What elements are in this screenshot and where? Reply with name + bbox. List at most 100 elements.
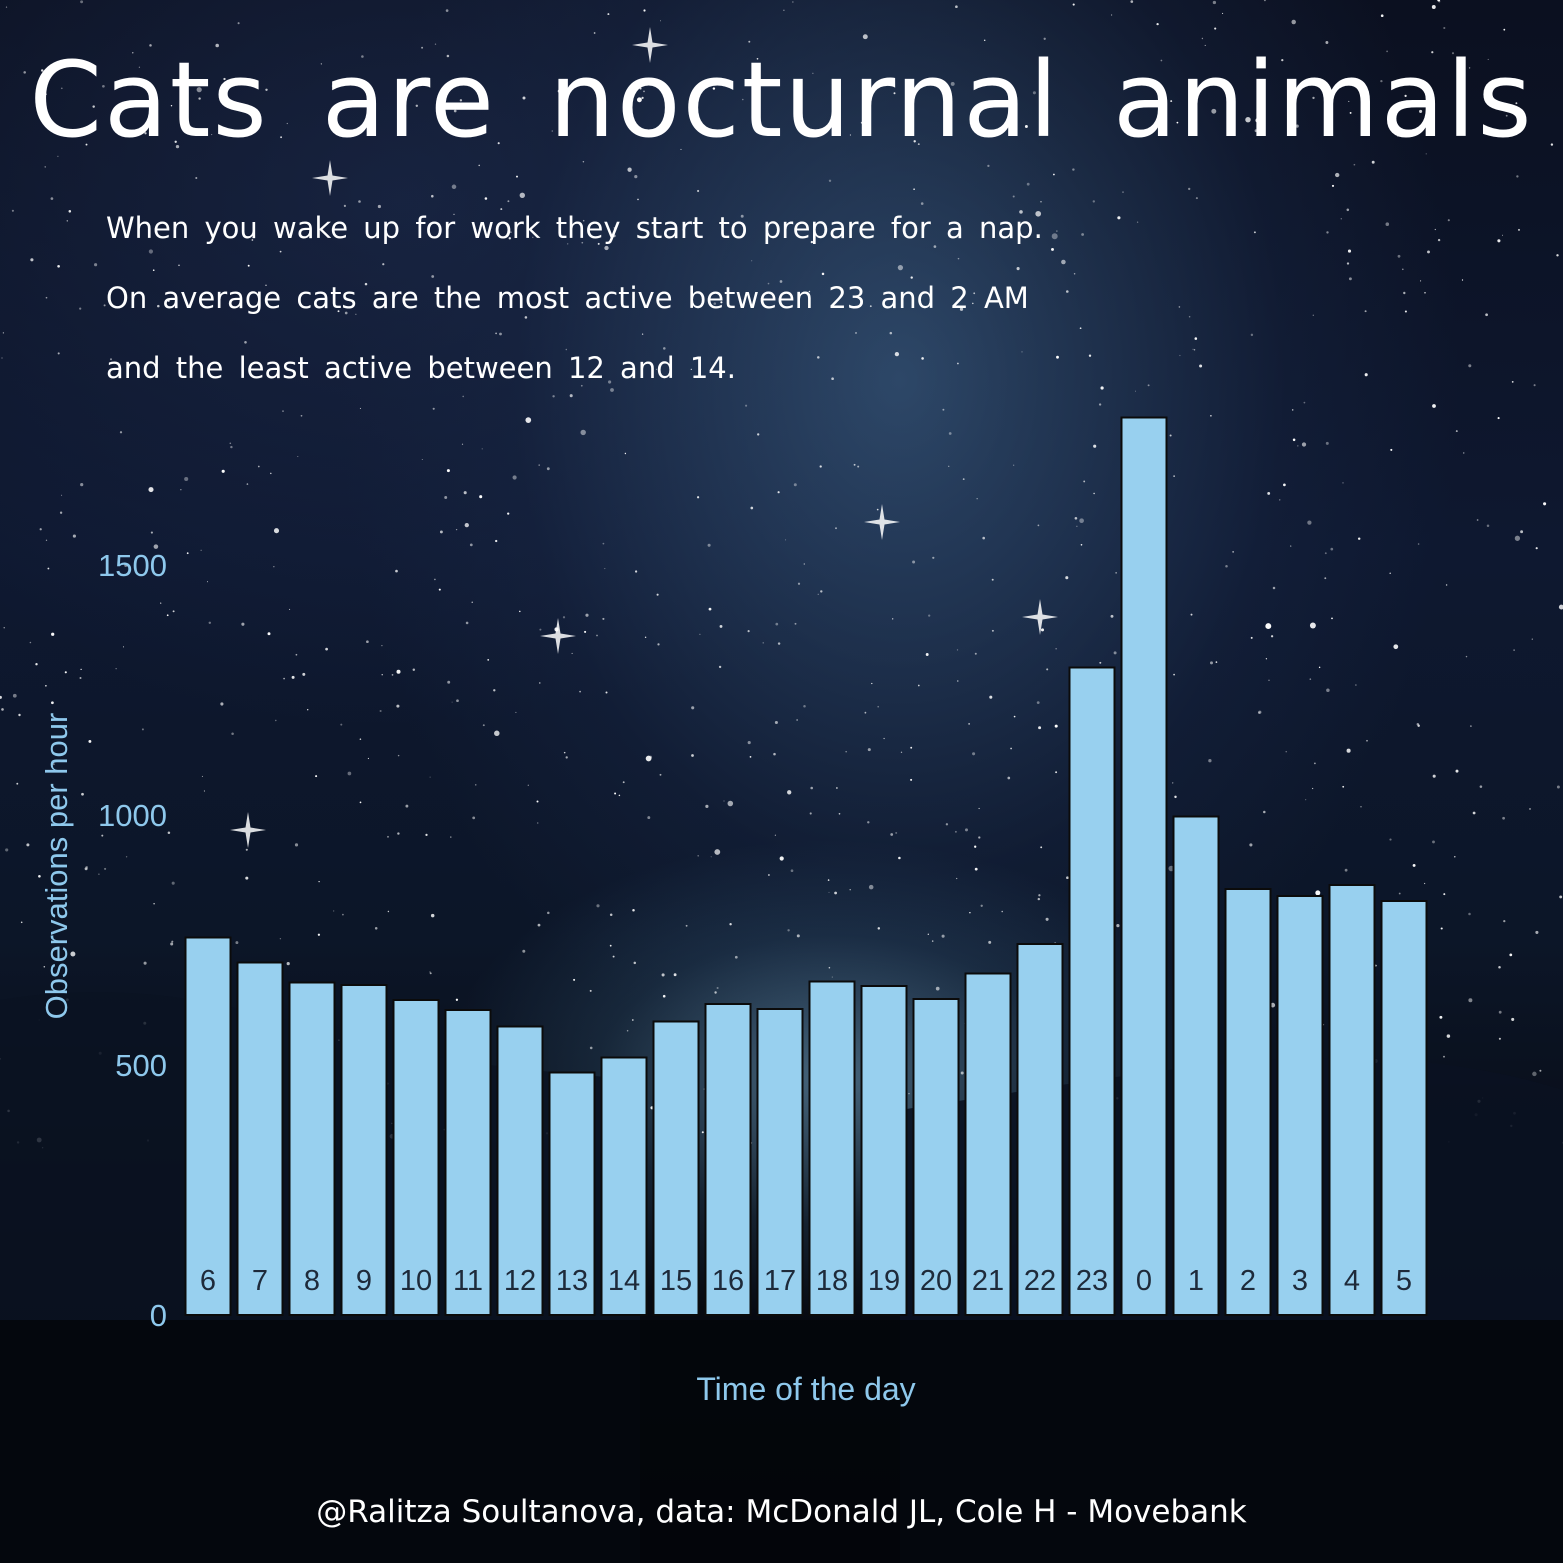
star (387, 835, 389, 838)
star (43, 966, 46, 968)
star (1472, 811, 1476, 815)
star (1291, 409, 1294, 411)
star (1516, 175, 1519, 178)
star (876, 508, 879, 511)
star (453, 109, 457, 113)
star (1447, 219, 1450, 222)
star (1364, 373, 1368, 377)
star (546, 467, 550, 471)
star (974, 867, 978, 871)
star (1432, 840, 1435, 844)
star (307, 709, 309, 711)
star (557, 89, 561, 93)
star (279, 250, 282, 253)
star (1147, 384, 1150, 387)
star (643, 90, 645, 93)
star (1402, 268, 1404, 271)
star (920, 202, 924, 205)
star (1487, 58, 1489, 60)
star (141, 728, 144, 731)
star (883, 737, 885, 740)
star (532, 236, 534, 238)
star (787, 790, 792, 795)
star (1172, 782, 1174, 784)
star (92, 105, 95, 108)
star (230, 445, 233, 449)
star (481, 448, 483, 450)
star (773, 752, 776, 756)
star (767, 282, 770, 285)
star (898, 856, 901, 860)
star (381, 674, 383, 676)
star (359, 801, 362, 804)
star (1556, 254, 1559, 257)
subtitle-line-1: When you wake up for work they start to … (106, 211, 1043, 245)
star (1463, 452, 1465, 454)
star (1, 708, 4, 711)
star (1556, 785, 1560, 789)
star (749, 756, 752, 758)
star (714, 991, 717, 994)
star (868, 92, 871, 95)
star (1446, 1034, 1451, 1038)
star (344, 311, 348, 315)
star (1468, 364, 1472, 368)
star (1424, 291, 1426, 294)
star (519, 610, 521, 613)
star (849, 134, 851, 136)
star (44, 166, 46, 168)
star (1007, 776, 1011, 780)
star (1079, 518, 1084, 524)
star (1307, 520, 1312, 525)
star (537, 822, 539, 824)
star (1509, 953, 1513, 957)
star (1326, 231, 1329, 234)
star (123, 646, 124, 648)
star (203, 790, 205, 792)
star (712, 87, 716, 90)
star (910, 276, 913, 279)
sparkle-star (230, 812, 266, 848)
star (220, 702, 224, 706)
star (747, 741, 751, 745)
star (1065, 290, 1069, 293)
star (2, 332, 5, 334)
star (109, 358, 113, 361)
star (917, 143, 920, 146)
star (1250, 333, 1254, 337)
star (613, 227, 615, 229)
star (582, 219, 585, 222)
y-tick-label: 0 (150, 1298, 167, 1333)
star (265, 284, 267, 286)
star (1270, 635, 1274, 638)
star (462, 395, 465, 398)
star (1532, 1071, 1537, 1077)
star (184, 476, 189, 482)
star (395, 569, 398, 573)
star (317, 933, 321, 936)
star (925, 653, 929, 656)
star (1559, 895, 1563, 899)
star (1404, 94, 1407, 98)
star (0, 695, 2, 699)
star (30, 258, 34, 262)
star (1301, 442, 1307, 447)
star (1210, 661, 1213, 665)
star (1211, 108, 1217, 114)
star (1201, 37, 1204, 40)
star (340, 723, 343, 726)
star (941, 934, 945, 938)
star (231, 732, 234, 736)
star (1170, 100, 1173, 103)
star (972, 302, 974, 305)
star (935, 986, 940, 991)
star (719, 624, 723, 628)
star (1550, 143, 1554, 146)
y-tick-label: 1000 (98, 798, 167, 833)
star (571, 652, 573, 654)
star (1258, 710, 1262, 714)
category-label: 18 (816, 1265, 848, 1297)
sparkle-star (312, 160, 348, 196)
star (1295, 124, 1299, 128)
